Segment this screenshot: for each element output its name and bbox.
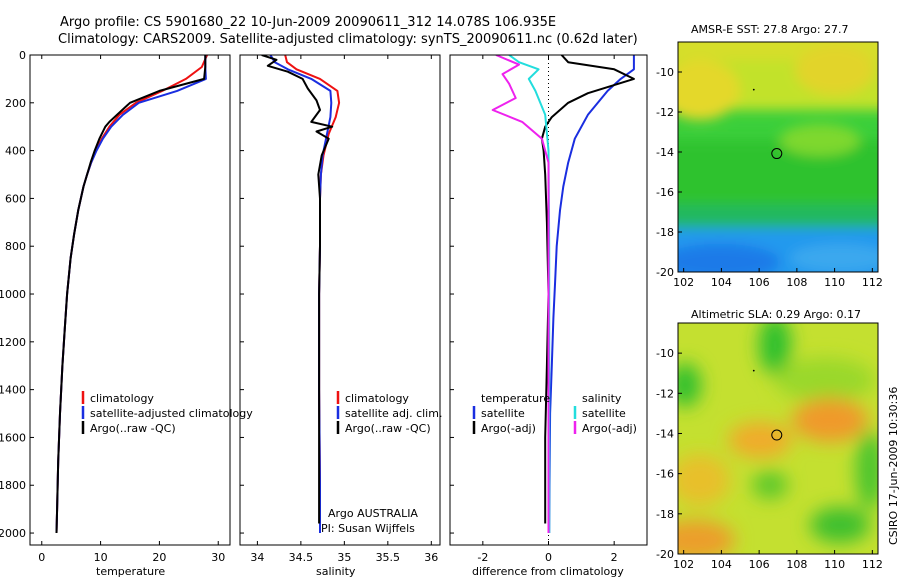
- sst_map-xtick-label: 112: [862, 276, 883, 289]
- sla_map-xtick-label: 112: [862, 558, 883, 571]
- difference-xtick-label: 2: [611, 551, 618, 564]
- sst-map-frame: [677, 41, 879, 273]
- salinity-xtick-label: 34.5: [289, 551, 314, 564]
- temperature-axes-frame: [29, 54, 231, 546]
- sla_map-xtick-label: 104: [711, 558, 732, 571]
- sla_map-xtick-label: 102: [673, 558, 694, 571]
- salinity-xlabel: salinity: [316, 565, 356, 578]
- salinity-xtick-label: 36: [424, 551, 438, 564]
- difference-legend-temperature-title: temperature: [481, 392, 550, 405]
- sst_map-xtick-label: 106: [749, 276, 770, 289]
- temperature-ytick-label: 200: [5, 97, 26, 110]
- salinity-series-3-line: [261, 55, 334, 524]
- difference-legend: temperature satellite Argo(-adj) salinit…: [472, 392, 637, 435]
- sla-field: [678, 323, 878, 554]
- sla_map-ytick-label: -16: [656, 468, 674, 481]
- sla-map-panel: Altimetric SLA: 0.29 Argo: 0.17 • 102 104…: [656, 308, 883, 571]
- difference-xtick-label: -2: [477, 551, 488, 564]
- difference-xlabel: difference from climatology: [472, 565, 624, 578]
- sst_map-ytick-label: -14: [656, 146, 674, 159]
- sla-argo-position-marker: [771, 429, 783, 441]
- salinity-xtick-label: 34: [250, 551, 264, 564]
- difference-legend-temperature-satellite: satellite: [481, 407, 525, 420]
- temperature-ytick-label: 1600: [0, 431, 26, 444]
- sst_map-xtick-label: 110: [824, 276, 845, 289]
- temperature-ytick-label: 1400: [0, 384, 26, 397]
- temperature-xtick-label: 30: [211, 551, 225, 564]
- temperature-ytick-label: 600: [5, 192, 26, 205]
- sst-field: [678, 42, 878, 272]
- salinity-legend-argo: Argo(..raw -QC): [345, 422, 431, 435]
- temperature-series-2-line: [55, 55, 207, 534]
- difference-panel: -2 0 2 difference from climatology tempera…: [449, 54, 648, 578]
- temperature-ytick-label: 2000: [0, 527, 26, 540]
- temperature-panel: 0 200 400 600 800 1000 1200 1400 1600 1800 2000 0 1…: [0, 49, 253, 578]
- figure-title-line2: Climatology: CARS2009. Satellite-adjuste…: [58, 32, 638, 47]
- difference-legend-salinity-argo: Argo(-adj): [582, 422, 637, 435]
- difference-legend-temperature-argo: Argo(-adj): [481, 422, 536, 435]
- temperature-legend: climatology satellite-adjusted climatolo…: [81, 391, 253, 435]
- salinity-xtick-label: 35.5: [376, 551, 401, 564]
- temperature-legend-satellite: satellite-adjusted climatology: [90, 407, 253, 420]
- sla_map-ytick-label: -14: [656, 427, 674, 440]
- credit-label: CSIRO 17-Jun-2009 10:30:36: [887, 387, 900, 545]
- sst-argo-position-marker: [771, 148, 783, 160]
- sla_map-ytick-label: -20: [656, 548, 674, 561]
- argo-country-label: Argo AUSTRALIA: [328, 507, 418, 520]
- temperature-ytick-label: 800: [5, 240, 26, 253]
- temperature-ytick-label: 1800: [0, 479, 26, 492]
- difference-legend-salinity-title: salinity: [582, 392, 622, 405]
- difference-xtick-label: 0: [545, 551, 552, 564]
- sst_map-ytick-label: -12: [656, 106, 674, 119]
- sst_map-xtick-label: 102: [673, 276, 694, 289]
- temperature-xlabel: temperature: [96, 565, 165, 578]
- pi-label: PI: Susan Wijffels: [321, 522, 415, 535]
- temperature-ytick-label: 0: [19, 49, 26, 62]
- sla_map-ytick-label: -10: [656, 347, 674, 360]
- sst_map-ytick-label: -10: [656, 66, 674, 79]
- sst_map-xtick-label: 104: [711, 276, 732, 289]
- sla_map-xtick-label: 110: [824, 558, 845, 571]
- temperature-series-1-line: [55, 55, 209, 534]
- sla_map-xtick-label: 106: [749, 558, 770, 571]
- sst-map-title: AMSR-E SST: 27.8 Argo: 27.7: [691, 23, 849, 36]
- temperature-legend-argo: Argo(..raw -QC): [90, 422, 176, 435]
- temperature-xtick-label: 0: [38, 551, 45, 564]
- temperature-ytick-label: 1000: [0, 288, 26, 301]
- temperature-xtick-label: 20: [152, 551, 166, 564]
- difference-axes-frame: [449, 54, 648, 546]
- svg-text:•: •: [752, 87, 756, 94]
- figure-title-line1: Argo profile: CS 5901680_22 10-Jun-2009 …: [60, 15, 556, 30]
- salinity-legend-climatology: climatology: [345, 392, 409, 405]
- sst_map-ytick-label: -18: [656, 226, 674, 239]
- sla_map-ytick-label: -12: [656, 387, 674, 400]
- sla_map-ytick-label: -18: [656, 508, 674, 521]
- sst_map-ytick-label: -16: [656, 186, 674, 199]
- temperature-xtick-label: 10: [94, 551, 108, 564]
- salinity-xtick-label: 35: [337, 551, 351, 564]
- temperature-ytick-label: 400: [5, 145, 26, 158]
- svg-text:•: •: [752, 368, 756, 375]
- sla_map-xtick-label: 108: [786, 558, 807, 571]
- salinity-panel: 34 34.5 35 35.5 36 salinity climatology sate…: [239, 54, 442, 578]
- sst-map-panel: AMSR-E SST: 27.8 Argo: 27.7 • 102 104 106 1…: [656, 23, 883, 289]
- temperature-series-3-line: [55, 55, 207, 534]
- difference-series-4-line: [491, 55, 550, 533]
- salinity-legend: climatology satellite adj. clim. Argo(..…: [336, 391, 442, 435]
- salinity-series-2-line: [269, 55, 333, 533]
- sla-map-frame: [677, 322, 879, 555]
- temperature-legend-climatology: climatology: [90, 392, 154, 405]
- sst_map-xtick-label: 108: [786, 276, 807, 289]
- temperature-ytick-label: 1200: [0, 336, 26, 349]
- salinity-axes-frame: [239, 54, 441, 546]
- difference-legend-salinity-satellite: satellite: [582, 407, 626, 420]
- salinity-legend-satellite: satellite adj. clim.: [345, 407, 442, 420]
- sla-map-title: Altimetric SLA: 0.29 Argo: 0.17: [691, 308, 861, 321]
- difference-series-1-line: [548, 55, 635, 534]
- sst_map-ytick-label: -20: [656, 266, 674, 279]
